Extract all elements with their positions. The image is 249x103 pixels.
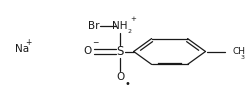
Text: 3: 3 [240,55,244,60]
Text: NH: NH [112,21,128,31]
Text: S: S [116,45,124,58]
Text: +: + [25,38,32,47]
Text: O: O [116,72,124,82]
Text: +: + [130,16,136,22]
Text: −: − [92,38,99,47]
Text: •: • [124,79,130,89]
Text: CH: CH [233,47,246,56]
Text: 2: 2 [127,29,131,34]
Text: Br: Br [88,21,100,31]
Text: O: O [84,46,92,57]
Text: Na: Na [15,44,29,54]
